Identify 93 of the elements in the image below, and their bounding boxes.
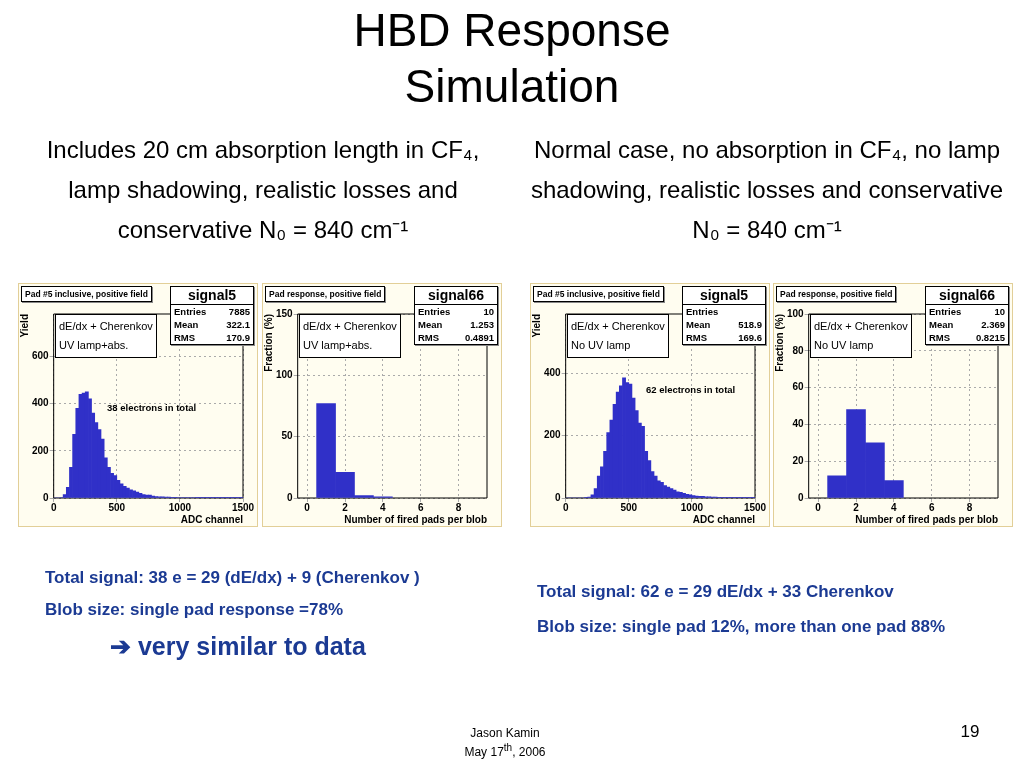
- y-tick-label: 200: [32, 444, 50, 456]
- y-tick-label: 20: [792, 454, 805, 466]
- annotation: 10: [483, 306, 494, 317]
- x-tick-label: 500: [108, 501, 126, 513]
- x-tick-label: 6: [928, 501, 935, 513]
- chart-title: Pad #5 inclusive, positive field: [533, 286, 664, 302]
- annotation: RMS: [418, 332, 440, 343]
- text: signal5: [171, 287, 253, 305]
- y-tick-label: 0: [287, 491, 294, 503]
- annotation: Mean: [686, 319, 711, 330]
- y-tick-label: 100: [276, 369, 294, 381]
- text: signal66: [926, 287, 1008, 305]
- annotation: 2.369: [981, 319, 1005, 330]
- annotation: No UV lamp: [571, 339, 631, 351]
- text: Total signal: 38 e = 29 (dE/dx) + 9 (Cherenkov ): [45, 568, 421, 588]
- annotation: dE/dx + Cherenkov: [814, 320, 908, 332]
- x-tick-label: 1000: [168, 501, 192, 513]
- annotation: Entries: [174, 306, 207, 317]
- annotation: Mean: [418, 319, 443, 330]
- y-tick-label: 0: [43, 491, 50, 503]
- x-tick-label: 1500: [743, 501, 767, 513]
- text: signal5: [683, 287, 765, 305]
- chart-title: Pad #5 inclusive, positive field: [21, 286, 152, 302]
- x-tick-label: 0: [304, 501, 311, 513]
- annotation: RMS: [929, 332, 951, 343]
- y-axis-title: Fraction (%): [262, 314, 274, 372]
- x-tick-label: 4: [380, 501, 387, 513]
- text: 19: [959, 722, 981, 742]
- text: signal66: [415, 287, 497, 305]
- annotation: 0.8215: [975, 332, 1005, 343]
- annotation: dE/dx + Cherenkov: [59, 320, 153, 332]
- annotation: No UV lamp: [814, 339, 874, 351]
- text: HBD Response Simulation: [352, 3, 672, 114]
- annotation: Mean: [174, 319, 199, 330]
- y-tick-label: 600: [32, 350, 50, 362]
- annotation: 170.9: [226, 332, 250, 343]
- text: Normal case, no absorption in CF₄, no lamp shadowing, realistic losses and conservative N₀ = 840 cm⁻¹: [529, 135, 1005, 245]
- x-axis-title: ADC channel: [692, 513, 756, 525]
- y-tick-label: 200: [544, 429, 562, 441]
- text: Total signal: 62 e = 29 dE/dx + 33 Cherenkov: [537, 582, 895, 602]
- annotation: 7885: [228, 306, 250, 317]
- x-axis-title: Number of fired pads per blob: [344, 513, 487, 525]
- text: Jason Kamin: [469, 726, 541, 740]
- y-tick-label: 0: [798, 491, 805, 503]
- chart-title: Pad response, positive field: [776, 286, 897, 302]
- text: May 17$^{th}$, 2006: [463, 742, 547, 759]
- x-tick-label: 4: [891, 501, 898, 513]
- x-tick-label: 6: [417, 501, 424, 513]
- x-tick-label: 8: [455, 501, 462, 513]
- y-tick-label: 80: [792, 344, 805, 356]
- x-tick-label: 1500: [231, 501, 255, 513]
- annotation: Entries: [686, 306, 719, 317]
- annotation: 322.1: [226, 319, 250, 330]
- annotation: 62 electrons in total: [646, 384, 736, 395]
- x-tick-label: 0: [815, 501, 822, 513]
- y-tick-label: 400: [32, 397, 50, 409]
- y-tick-label: 50: [281, 430, 294, 442]
- annotation: UV lamp+abs.: [59, 339, 129, 351]
- annotation: Entries: [418, 306, 451, 317]
- annotation: dE/dx + Cherenkov: [303, 320, 397, 332]
- annotation: 0.4891: [464, 332, 494, 343]
- annotation: UV lamp+abs.: [303, 339, 373, 351]
- y-axis-title: Yield: [18, 314, 30, 338]
- x-tick-label: 2: [853, 501, 860, 513]
- annotation: 169.6: [738, 332, 762, 343]
- annotation: 38 electrons in total: [107, 402, 197, 413]
- text: ➔ very similar to data: [110, 632, 367, 661]
- y-axis-title: Yield: [530, 314, 542, 338]
- x-tick-label: 2: [342, 501, 349, 513]
- annotation: Mean: [929, 319, 954, 330]
- annotation: RMS: [174, 332, 196, 343]
- annotation: 1.253: [470, 319, 494, 330]
- chart-title: Pad response, positive field: [265, 286, 386, 302]
- y-tick-label: 150: [276, 307, 294, 319]
- x-axis-title: ADC channel: [180, 513, 244, 525]
- x-tick-label: 500: [620, 501, 638, 513]
- text: Blob size: single pad response =78%: [45, 600, 345, 620]
- annotation: 518.9: [738, 319, 762, 330]
- text: Blob size: single pad 12%, more than one pad 88%: [537, 616, 947, 638]
- y-tick-label: 0: [555, 491, 562, 503]
- annotation: RMS: [686, 332, 708, 343]
- x-axis-title: Number of fired pads per blob: [855, 513, 998, 525]
- annotation: dE/dx + Cherenkov: [571, 320, 665, 332]
- y-tick-label: 60: [792, 381, 805, 393]
- y-tick-label: 40: [792, 418, 805, 430]
- annotation: Entries: [929, 306, 962, 317]
- y-tick-label: 100: [787, 307, 805, 319]
- x-tick-label: 8: [966, 501, 973, 513]
- y-tick-label: 400: [544, 367, 562, 378]
- annotation: 10: [994, 306, 1005, 317]
- y-axis-title: Fraction (%): [773, 314, 785, 372]
- x-tick-label: 1000: [680, 501, 704, 513]
- text: Includes 20 cm absorption length in CF₄, lamp shadowing, realistic losses and conservative N₀ = 840 cm⁻¹: [45, 135, 481, 245]
